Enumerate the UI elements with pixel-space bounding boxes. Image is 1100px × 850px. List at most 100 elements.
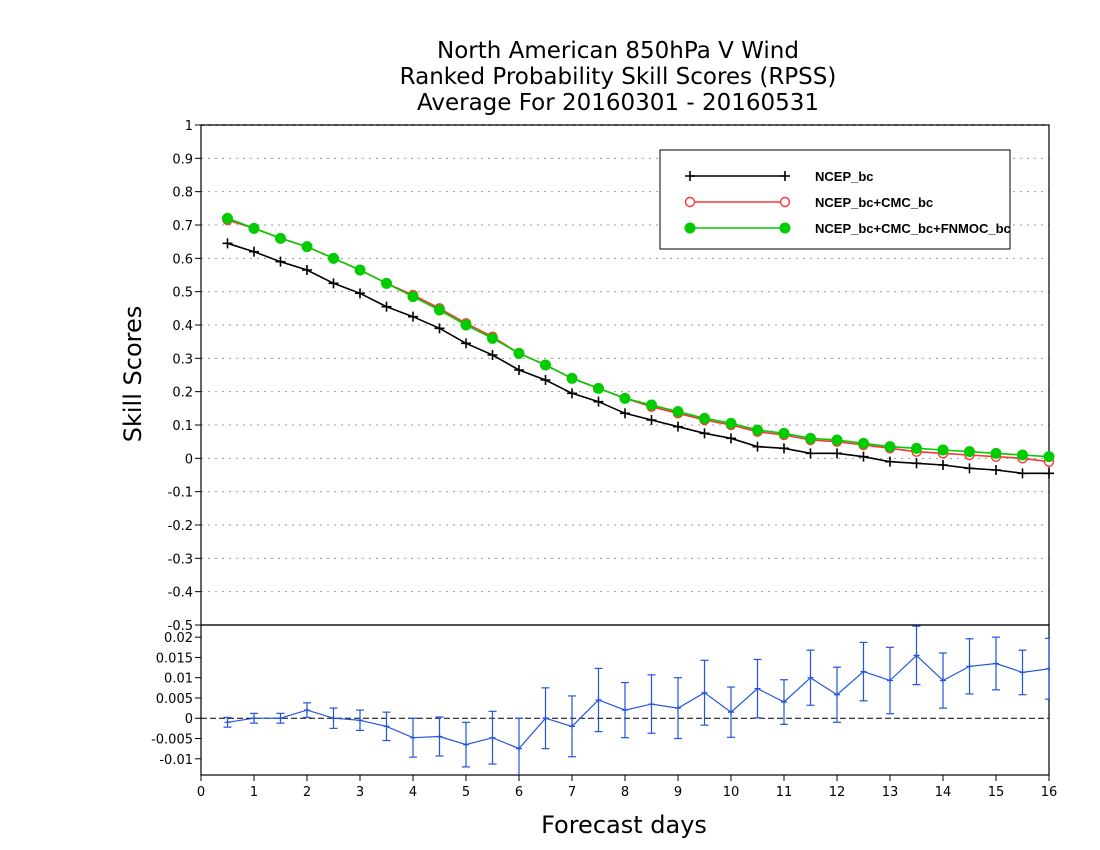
- difference-point: [648, 701, 655, 708]
- series-NCEP_bc+CMC_bc: [222, 214, 1055, 467]
- x-tick-label: 8: [621, 785, 629, 800]
- difference-point: [436, 733, 443, 740]
- series-NCEP_bc+CMC_bc+FNMOC_bc: [222, 212, 1055, 463]
- legend-marker: [780, 171, 790, 181]
- top-y-tick-label: -0.2: [168, 519, 193, 534]
- data-point: [964, 463, 975, 474]
- data-point: [381, 277, 392, 289]
- x-tick-label: 0: [197, 785, 205, 800]
- top-y-tick-label: -0.3: [168, 552, 193, 567]
- x-tick-label: 9: [674, 785, 682, 800]
- top-y-tick-label: 0.7: [172, 219, 193, 234]
- data-point: [991, 465, 1001, 475]
- difference-point: [304, 707, 310, 714]
- data-point: [725, 417, 737, 429]
- title-line-3: Average For 20160301 - 20160531: [417, 90, 819, 116]
- difference-point: [913, 652, 920, 659]
- difference-point: [330, 715, 337, 722]
- bottom-y-tick-label: 0.015: [156, 651, 193, 666]
- difference-point: [357, 717, 363, 724]
- difference-point: [251, 715, 257, 722]
- data-point: [832, 448, 842, 459]
- top-y-tick-label: 0.4: [172, 319, 193, 334]
- data-point: [938, 460, 948, 470]
- data-point: [355, 288, 365, 299]
- data-point: [593, 396, 604, 407]
- legend-marker: [685, 171, 695, 181]
- legend-label: NCEP_bc+CMC_bc+FNMOC_bc: [815, 221, 1011, 236]
- top-y-tick-label: 1: [185, 119, 193, 134]
- difference-point: [1019, 669, 1026, 676]
- data-point: [699, 428, 710, 439]
- x-tick-label: 16: [1041, 785, 1058, 800]
- title-line-1: North American 850hPa V Wind: [437, 38, 799, 64]
- top-y-tick-label: -0.5: [168, 619, 193, 634]
- bottom-y-tick-label: 0.005: [156, 692, 193, 707]
- top-y-tick-label: 0.6: [172, 252, 193, 267]
- data-point: [540, 359, 551, 371]
- difference-point: [542, 715, 549, 722]
- difference-point: [701, 689, 708, 696]
- data-point: [381, 301, 392, 312]
- difference-series: [223, 625, 1050, 775]
- data-point: [805, 432, 816, 444]
- data-point: [779, 443, 789, 454]
- legend-marker: [684, 222, 696, 234]
- difference-point: [860, 668, 867, 675]
- data-point: [461, 338, 471, 349]
- difference-point: [383, 723, 390, 730]
- data-point: [328, 252, 339, 264]
- data-point: [646, 399, 657, 411]
- difference-point: [675, 705, 681, 712]
- bottom-y-tick-label: -0.005: [151, 733, 193, 748]
- difference-point: [622, 707, 628, 714]
- data-point: [249, 246, 259, 257]
- legend-marker: [779, 222, 791, 234]
- data-point: [752, 441, 763, 452]
- data-point: [1017, 468, 1028, 479]
- data-point: [540, 375, 551, 385]
- x-axis-title: Forecast days: [541, 811, 707, 839]
- top-y-tick-label: 0.9: [172, 152, 193, 167]
- data-point: [805, 448, 816, 459]
- top-grid: [201, 157, 1049, 593]
- data-point: [408, 311, 418, 322]
- legend-box: [659, 149, 1011, 250]
- legend-marker: [684, 196, 696, 208]
- data-point: [673, 421, 683, 432]
- bottom-y-tick-label: 0.01: [164, 672, 193, 687]
- data-point: [884, 441, 896, 453]
- data-point: [911, 442, 922, 454]
- data-point: [354, 264, 366, 276]
- difference-point: [940, 677, 946, 684]
- data-point: [964, 446, 975, 458]
- data-point: [620, 408, 630, 419]
- difference-point: [807, 674, 814, 681]
- x-tick-label: 14: [935, 785, 952, 800]
- data-point: [619, 392, 631, 404]
- x-tick-label: 4: [409, 785, 417, 800]
- difference-line: [227, 654, 1050, 750]
- x-tick-label: 2: [303, 785, 311, 800]
- x-tick-label: 13: [882, 785, 899, 800]
- title-line-2: Ranked Probability Skill Scores (RPSS): [400, 64, 837, 90]
- data-point: [567, 388, 577, 399]
- top-y-tick-label: -0.1: [168, 486, 193, 501]
- data-point: [1044, 468, 1054, 479]
- data-point: [752, 424, 763, 436]
- difference-point: [489, 734, 496, 741]
- x-tick-label: 12: [829, 785, 846, 800]
- difference-point: [834, 691, 840, 698]
- x-tick-label: 1: [250, 785, 258, 800]
- bottom-y-tick-label: 0: [185, 712, 193, 727]
- series-line: [227, 242, 1049, 475]
- legend-label: NCEP_bc: [815, 169, 874, 184]
- data-point: [911, 458, 922, 469]
- top-y-tick-label: 0.8: [172, 186, 193, 201]
- data-point: [699, 412, 710, 424]
- data-point: [222, 238, 233, 249]
- data-point: [858, 451, 869, 462]
- difference-point: [410, 734, 416, 741]
